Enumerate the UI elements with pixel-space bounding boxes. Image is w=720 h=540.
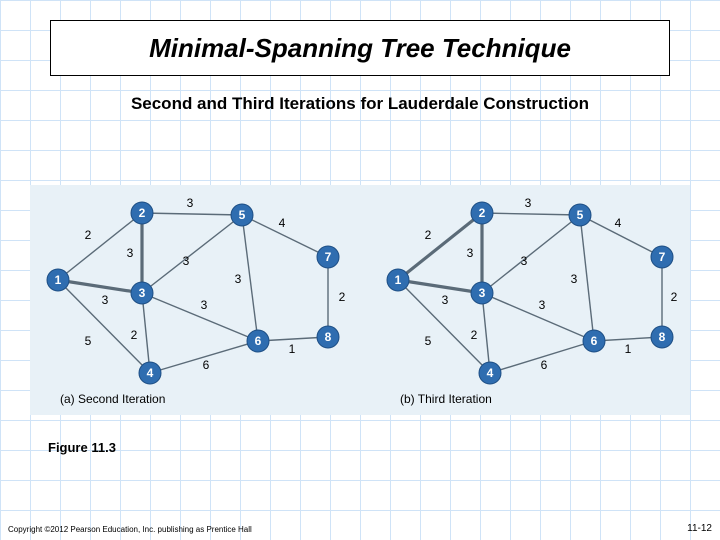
node-label-6: 6 <box>591 334 598 348</box>
edge-weight-4-6: 6 <box>541 358 548 372</box>
node-label-3: 3 <box>479 286 486 300</box>
node-label-5: 5 <box>239 208 246 222</box>
panel-caption-b: (b) Third Iteration <box>400 392 492 406</box>
node-label-6: 6 <box>255 334 262 348</box>
edge-weight-1-4: 5 <box>425 334 432 348</box>
edge-weight-1-2: 2 <box>425 228 432 242</box>
node-label-1: 1 <box>395 273 402 287</box>
network-svg: 2 3 5 3 3 2 3 3 6 4 3 1 2 1 2 3 4 5 6 7 8 (a) Second Iteratio… <box>30 185 690 415</box>
edge-weight-2-3: 3 <box>127 246 134 260</box>
panel-caption-a: (a) Second Iteration <box>60 392 165 406</box>
edge-weight-4-6: 6 <box>203 358 210 372</box>
node-label-2: 2 <box>479 206 486 220</box>
edge-weight-5-6: 3 <box>571 272 578 286</box>
edge-weight-3-4: 2 <box>131 328 138 342</box>
node-label-3: 3 <box>139 286 146 300</box>
chart-background <box>30 185 690 415</box>
edge-weight-2-3: 3 <box>467 246 474 260</box>
copyright-text: Copyright ©2012 Pearson Education, Inc. … <box>8 525 252 534</box>
figure-label: Figure 11.3 <box>48 440 116 455</box>
edge-weight-1-2: 2 <box>85 228 92 242</box>
edge-weight-2-5: 3 <box>525 196 532 210</box>
edge-weight-1-3: 3 <box>442 293 449 307</box>
slide-subtitle: Second and Third Iterations for Lauderda… <box>0 94 720 114</box>
edge-weight-3-6: 3 <box>539 298 546 312</box>
edge-weight-5-7: 4 <box>279 216 286 230</box>
edge-weight-5-6: 3 <box>235 272 242 286</box>
node-label-2: 2 <box>139 206 146 220</box>
edge-weight-3-5: 3 <box>183 254 190 268</box>
edge-weight-3-4: 2 <box>471 328 478 342</box>
edge-weight-7-8: 2 <box>339 290 346 304</box>
title-box: Minimal-Spanning Tree Technique <box>50 20 670 76</box>
edge-weight-1-4: 5 <box>85 334 92 348</box>
node-label-1: 1 <box>55 273 62 287</box>
slide-number: 11-12 <box>687 523 712 534</box>
edge-weight-2-5: 3 <box>187 196 194 210</box>
edge-weight-6-8: 1 <box>625 342 632 356</box>
node-label-4: 4 <box>487 366 494 380</box>
node-label-4: 4 <box>147 366 154 380</box>
figure-diagram: 2 3 5 3 3 2 3 3 6 4 3 1 2 1 2 3 4 5 6 7 8 (a) Second Iteratio… <box>30 185 690 415</box>
edge-weight-5-7: 4 <box>615 216 622 230</box>
edge-weight-3-6: 3 <box>201 298 208 312</box>
edge-weight-7-8: 2 <box>671 290 678 304</box>
node-label-8: 8 <box>325 330 332 344</box>
node-label-5: 5 <box>577 208 584 222</box>
slide-title: Minimal-Spanning Tree Technique <box>149 33 571 64</box>
node-label-7: 7 <box>325 250 332 264</box>
node-label-8: 8 <box>659 330 666 344</box>
node-label-7: 7 <box>659 250 666 264</box>
edge-weight-3-5: 3 <box>521 254 528 268</box>
slide-root: { "title": "Minimal-Spanning Tree Techni… <box>0 0 720 540</box>
edge-weight-6-8: 1 <box>289 342 296 356</box>
edge-weight-1-3: 3 <box>102 293 109 307</box>
